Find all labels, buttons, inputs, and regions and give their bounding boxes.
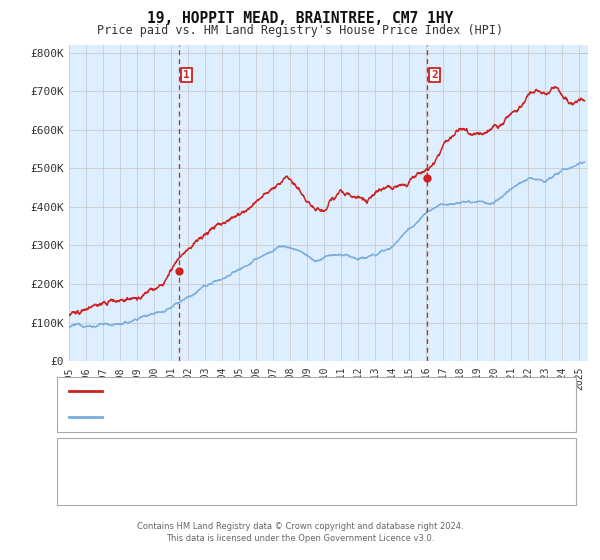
Text: £235,000: £235,000 [255, 450, 309, 460]
Text: 38% ↑ HPI: 38% ↑ HPI [393, 450, 454, 460]
Text: This data is licensed under the Open Government Licence v3.0.: This data is licensed under the Open Gov… [166, 534, 434, 543]
Text: 2: 2 [64, 481, 71, 491]
Text: HPI: Average price, detached house, Braintree: HPI: Average price, detached house, Brai… [108, 412, 389, 422]
Text: 07-JUN-2001: 07-JUN-2001 [96, 450, 170, 460]
Text: 1: 1 [64, 450, 71, 460]
Text: 07-JAN-2016: 07-JAN-2016 [96, 481, 170, 491]
Text: Contains HM Land Registry data © Crown copyright and database right 2024.: Contains HM Land Registry data © Crown c… [137, 522, 463, 531]
Text: 19, HOPPIT MEAD, BRAINTREE, CM7 1HY (detached house): 19, HOPPIT MEAD, BRAINTREE, CM7 1HY (det… [108, 386, 433, 396]
Text: 1: 1 [183, 70, 190, 80]
Text: Price paid vs. HM Land Registry's House Price Index (HPI): Price paid vs. HM Land Registry's House … [97, 24, 503, 36]
Text: 19, HOPPIT MEAD, BRAINTREE, CM7 1HY: 19, HOPPIT MEAD, BRAINTREE, CM7 1HY [147, 11, 453, 26]
Text: £475,000: £475,000 [255, 481, 309, 491]
Text: 2: 2 [431, 70, 438, 80]
Text: 19% ↑ HPI: 19% ↑ HPI [393, 481, 454, 491]
